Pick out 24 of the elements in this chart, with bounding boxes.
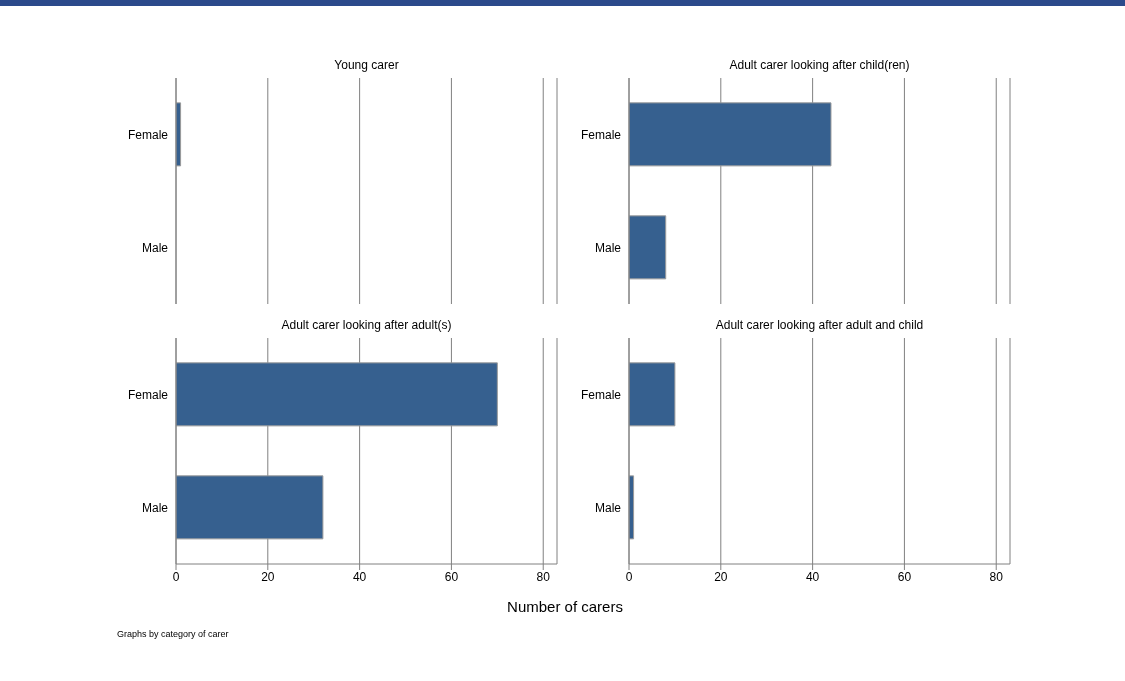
x-tick-label: 0 [625, 569, 633, 584]
chart-title: Adult carer looking after adult(s) [280, 317, 453, 334]
text: Graphs by category of carer [117, 629, 229, 639]
chart-title: Adult carer looking after child(ren) [728, 57, 911, 74]
y-tick-label: Female [580, 127, 622, 142]
x-tick-label: 60 [444, 569, 459, 584]
y-tick-label: Female [127, 127, 169, 142]
y-tick-label: Male [594, 500, 622, 515]
chart-title: Young carer [333, 57, 400, 74]
x-axis-title: Number of carers [506, 598, 624, 615]
y-tick-label: Male [141, 240, 169, 255]
chart-title: Adult carer looking after adult and child [714, 317, 925, 334]
x-tick-label: 0 [172, 569, 180, 584]
x-tick-label: 40 [805, 569, 820, 584]
x-tick-label: 40 [352, 569, 367, 584]
x-tick-label: 80 [536, 569, 551, 584]
x-tick-label: 20 [714, 569, 728, 584]
y-tick-label: Female [127, 387, 169, 402]
x-tick-label: 20 [261, 569, 275, 584]
y-tick-label: Male [594, 240, 622, 255]
x-tick-label: 80 [989, 569, 1004, 584]
x-tick-label: 60 [897, 569, 912, 584]
y-tick-label: Male [141, 500, 169, 515]
y-tick-label: Female [580, 387, 622, 402]
